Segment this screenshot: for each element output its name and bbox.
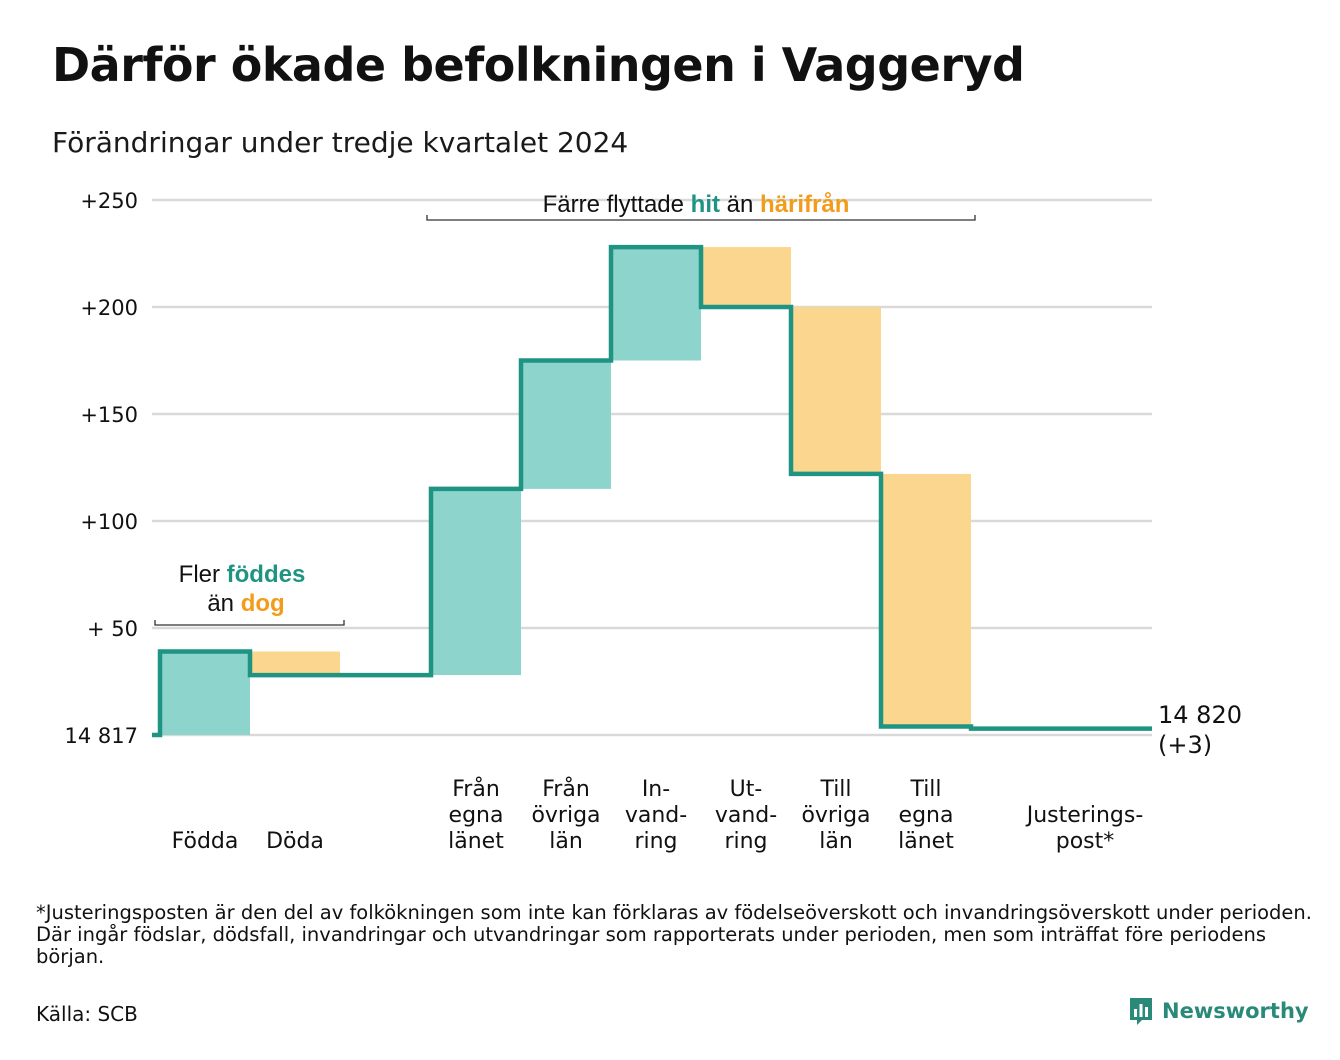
category-label: post* xyxy=(1056,829,1115,854)
brand-logo: Newsworthy xyxy=(1128,996,1309,1026)
waterfall-bar xyxy=(701,247,791,307)
cumulative-step-line xyxy=(152,244,1152,738)
end-value-label: 14 820 xyxy=(1158,701,1242,729)
category-label: Från xyxy=(452,776,500,802)
category-label: övriga xyxy=(531,803,600,828)
chart-subtitle: Förändringar under tredje kvartalet 2024 xyxy=(52,126,629,159)
y-tick-label: +150 xyxy=(80,403,138,427)
y-tick-label: +250 xyxy=(80,189,138,213)
annotation-migration-bracket xyxy=(426,215,976,221)
waterfall-bar xyxy=(791,307,881,474)
category-label: ring xyxy=(634,829,677,854)
category-label: län xyxy=(549,829,583,854)
bar-chart-logo-icon xyxy=(1130,998,1152,1025)
category-label: ring xyxy=(724,829,767,854)
waterfall-bar xyxy=(250,651,340,676)
waterfall-bar xyxy=(160,651,250,735)
brand-name: Newsworthy xyxy=(1162,999,1309,1023)
category-label: egna xyxy=(449,803,504,828)
waterfall-bar xyxy=(611,247,701,361)
category-label: vand- xyxy=(715,803,777,828)
category-label: vand- xyxy=(625,803,687,828)
waterfall-bar xyxy=(431,488,521,676)
waterfall-bar xyxy=(521,360,611,489)
category-label: Till xyxy=(819,777,851,802)
end-change-label: (+3) xyxy=(1158,731,1212,759)
category-label: Ut- xyxy=(730,777,763,802)
y-tick-label: + 50 xyxy=(87,617,138,641)
category-label: övriga xyxy=(801,803,870,828)
category-label: län xyxy=(819,829,853,854)
category-label: Från xyxy=(542,776,590,802)
annotation-births-line1: Fler föddes xyxy=(179,561,306,588)
category-label: Födda xyxy=(172,829,239,854)
annotation-migration: Färre flyttade hit än härifrån xyxy=(543,191,850,218)
annotation-births-bracket xyxy=(154,620,345,626)
waterfall-bar xyxy=(881,473,971,727)
y-tick-label: 14 817 xyxy=(65,724,138,748)
source-note: Källa: SCB xyxy=(36,1002,138,1026)
category-label: In- xyxy=(642,777,670,802)
footnote: *Justeringsposten är den del av folkökni… xyxy=(36,901,1312,968)
chart-title: Därför ökade befolkningen i Vaggeryd xyxy=(52,38,1025,92)
category-label: Till xyxy=(909,777,941,802)
category-label: länet xyxy=(898,829,954,854)
annotation-births-line2: än dog xyxy=(207,590,284,617)
category-label: länet xyxy=(448,829,504,854)
category-label: Justerings- xyxy=(1025,803,1144,828)
category-label: Döda xyxy=(266,829,324,854)
y-tick-label: +200 xyxy=(80,296,138,320)
category-label: egna xyxy=(899,803,954,828)
y-tick-label: +100 xyxy=(80,510,138,534)
